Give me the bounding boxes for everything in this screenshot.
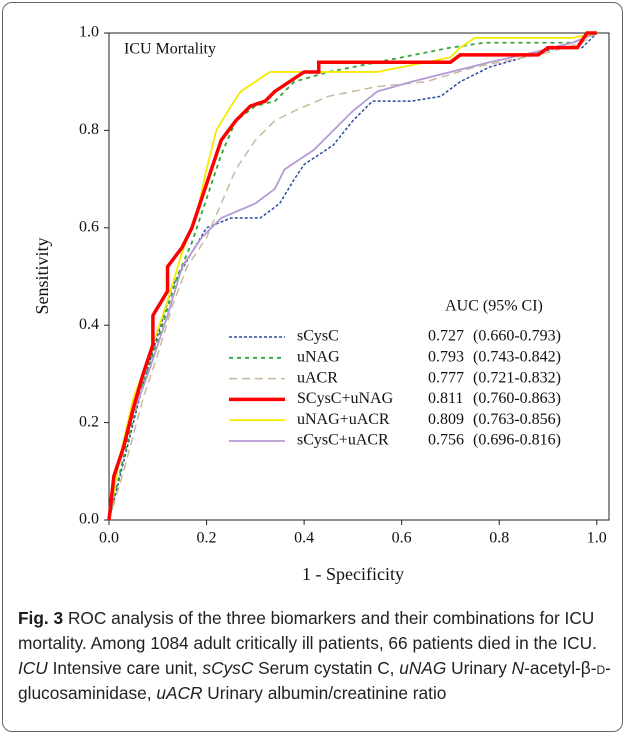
caption-text: Urinary bbox=[446, 658, 512, 678]
caption-text: ROC analysis of the three biomarkers and… bbox=[18, 608, 597, 653]
caption-text: sCysC bbox=[202, 658, 254, 678]
caption-text: Urinary albumin/creatinine ratio bbox=[202, 683, 447, 703]
roc-curve bbox=[108, 32, 598, 521]
x-tick-label: 0.0 bbox=[99, 530, 119, 547]
caption-text: Intensive care unit, bbox=[47, 658, 203, 678]
y-tick-label: 0.6 bbox=[79, 218, 99, 235]
legend-auc: 0.777 bbox=[428, 369, 464, 386]
legend-ci: (0.660-0.793) bbox=[473, 328, 561, 345]
caption-text: uACR bbox=[156, 683, 203, 703]
y-tick-label: 0.0 bbox=[79, 511, 99, 528]
y-tick-label: 1.0 bbox=[79, 24, 99, 41]
x-tick-label: 0.2 bbox=[197, 530, 217, 547]
legend-auc: 0.727 bbox=[428, 328, 464, 345]
roc-curve bbox=[107, 31, 597, 521]
legend-label: SCysC+uNAG bbox=[297, 390, 394, 407]
y-tick-label: 0.8 bbox=[79, 121, 99, 138]
legend-label: uNAG+uACR bbox=[297, 411, 390, 428]
legend-ci: (0.763-0.856) bbox=[473, 411, 561, 428]
caption-text: Serum cystatin C, bbox=[253, 658, 400, 678]
legend-label: sCysC bbox=[297, 328, 339, 345]
legend-label: sCysC+uACR bbox=[297, 432, 389, 449]
caption-text: N bbox=[511, 658, 525, 678]
caption: Fig. 3 ROC analysis of the three biomark… bbox=[18, 606, 616, 706]
legend-label: uACR bbox=[297, 369, 338, 386]
legend-auc: 0.809 bbox=[428, 411, 464, 428]
annotation: ICU Mortality bbox=[124, 41, 216, 58]
legend-ci: (0.721-0.832) bbox=[473, 369, 561, 386]
legend-auc: 0.793 bbox=[428, 348, 464, 365]
x-tick-label: 0.4 bbox=[294, 530, 314, 547]
caption-text: -glucosaminidase, bbox=[18, 658, 611, 703]
caption-text: uNAG bbox=[399, 658, 447, 678]
x-tick-label: 0.8 bbox=[489, 530, 509, 547]
caption-text: ICU bbox=[18, 658, 48, 678]
x-tick-label: 0.6 bbox=[392, 530, 412, 547]
plot-frame bbox=[108, 32, 610, 521]
x-tick-label: 1.0 bbox=[587, 530, 607, 547]
chart: ICU Mortality 1 - Specificity Sensitivit… bbox=[32, 24, 610, 584]
caption-label: Fig. 3 bbox=[18, 608, 64, 628]
legend-ci: (0.743-0.842) bbox=[473, 348, 561, 365]
roc-curve bbox=[108, 32, 598, 521]
legend-auc: 0.756 bbox=[428, 432, 464, 449]
legend-header: AUC (95% CI) bbox=[445, 298, 543, 315]
y-tick-label: 0.2 bbox=[79, 413, 99, 430]
legend-auc: 0.811 bbox=[428, 390, 463, 407]
y-axis-label: Sensitivity bbox=[32, 237, 52, 314]
caption-text: -acetyl-β- bbox=[524, 658, 597, 678]
caption-text: D bbox=[596, 658, 606, 678]
roc-curve bbox=[108, 32, 598, 521]
legend-ci: (0.760-0.863) bbox=[473, 390, 561, 407]
legend-ci: (0.696-0.816) bbox=[473, 432, 561, 449]
x-axis-label: 1 - Specificity bbox=[302, 564, 404, 584]
legend-label: uNAG bbox=[297, 348, 340, 365]
y-tick-label: 0.4 bbox=[79, 316, 99, 333]
